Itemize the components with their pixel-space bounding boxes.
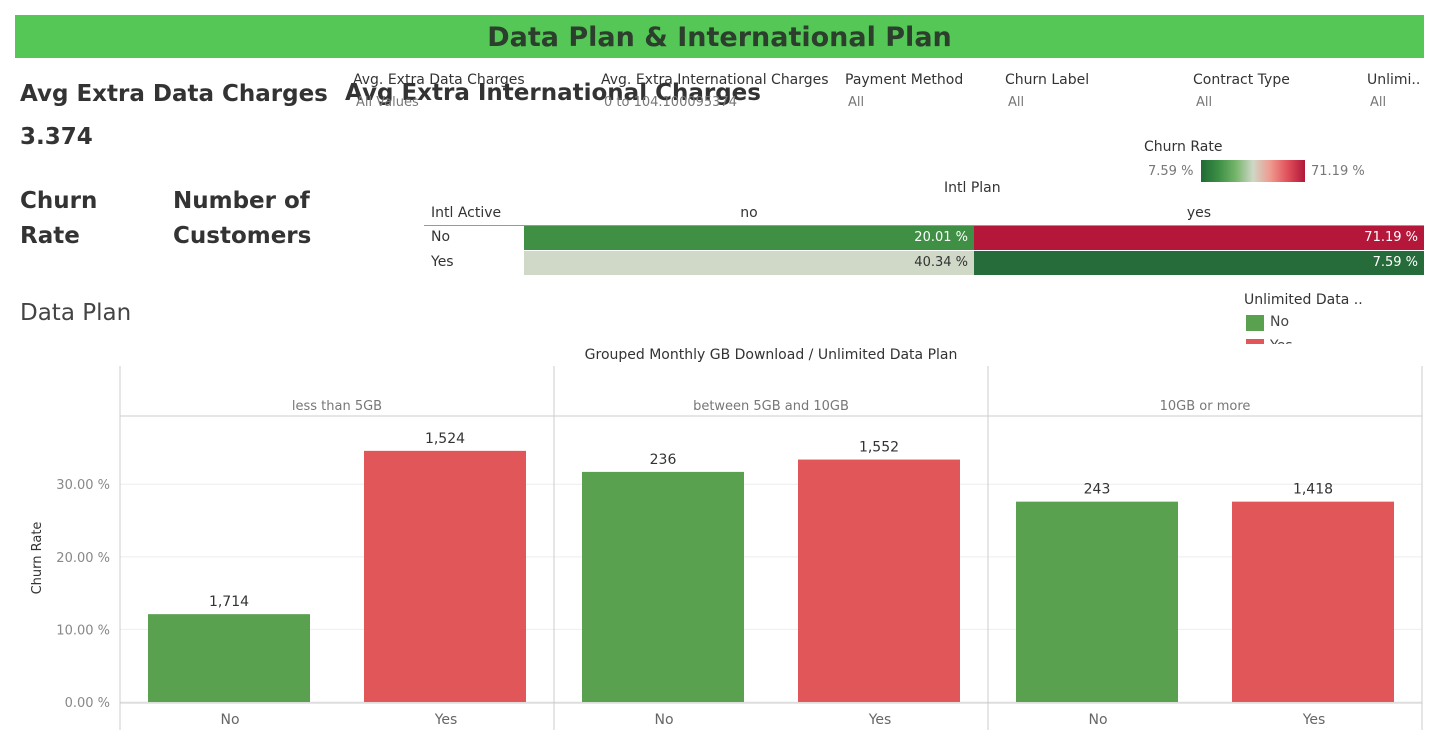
column-header: no <box>740 205 758 221</box>
bar <box>798 459 960 702</box>
row-label: Yes <box>431 254 454 270</box>
bar-label: 1,418 <box>1293 482 1333 498</box>
chart-title: Grouped Monthly GB Download / Unlimited … <box>585 347 958 363</box>
table-cell: 20.01 % <box>524 226 974 250</box>
column-header: yes <box>1186 205 1212 221</box>
bar <box>582 471 744 702</box>
filter-label: Unlimi.. <box>1367 72 1421 88</box>
x-tick-label: No <box>1088 712 1107 728</box>
bar-label: 243 <box>1084 482 1111 498</box>
panel-label: 10GB or more <box>1160 399 1251 414</box>
bar <box>1232 501 1394 702</box>
legend-swatch <box>1246 315 1264 331</box>
kpi-label: Churn Rate <box>20 188 98 249</box>
filter-value: 0 to 104.100095374 <box>604 95 737 110</box>
filter-label: Payment Method <box>845 72 964 88</box>
kpi-value: 3.374 <box>20 124 93 150</box>
y-tick-label: 30.00 % <box>56 478 110 493</box>
filter-value: All <box>848 95 865 110</box>
bar-label: 1,714 <box>209 594 249 610</box>
kpi-label: Avg Extra Data Charges <box>20 81 328 107</box>
x-tick-label: No <box>220 712 239 728</box>
table-cell: 71.19 % <box>974 226 1424 250</box>
x-tick-label: No <box>654 712 673 728</box>
filter-value: All <box>1370 95 1387 110</box>
header-title: Data Plan & International Plan <box>15 15 1424 58</box>
bar-label: 1,524 <box>425 431 465 447</box>
section-title: Data Plan <box>20 300 132 326</box>
filter-label: Contract Type <box>1193 72 1290 88</box>
legend-label: No <box>1270 314 1290 330</box>
filter-value: All <box>1196 95 1213 110</box>
bar <box>1016 501 1178 702</box>
x-tick-label: Yes <box>434 712 458 728</box>
bar-label: 1,552 <box>859 440 899 456</box>
table-cell: 40.34 % <box>524 251 974 275</box>
table-cell: 7.59 % <box>974 251 1424 275</box>
legend-label: Yes <box>1270 338 1293 344</box>
panel-label: less than 5GB <box>292 399 382 414</box>
legend-max: 71.19 % <box>1311 164 1365 179</box>
table-line <box>424 225 1424 226</box>
legend-min: 7.59 % <box>1148 164 1194 179</box>
kpi-label: Avg Extra International Charges <box>345 80 761 106</box>
x-tick-label: Yes <box>868 712 892 728</box>
y-tick-label: 0.00 % <box>65 696 110 711</box>
filter-value: All <box>1008 95 1025 110</box>
kpi-label: Number of Customers <box>173 188 312 249</box>
bar <box>364 450 526 702</box>
x-tick-label: Yes <box>1302 712 1326 728</box>
filter-value: All Values <box>356 95 419 110</box>
legend-ramp <box>1201 160 1305 182</box>
legend: No Yes <box>1246 312 1346 344</box>
row-header: Intl Active <box>431 205 502 221</box>
table-title: Intl Plan <box>944 180 1001 196</box>
legend-title: Unlimited Data .. <box>1244 292 1363 308</box>
bar <box>148 614 310 702</box>
filter-label: Churn Label <box>1005 72 1090 88</box>
y-axis-title: Churn Rate <box>30 522 45 595</box>
filter-label: Avg. Extra International Charges <box>601 72 829 88</box>
y-tick-label: 20.00 % <box>56 551 110 566</box>
filter-label: Avg. Extra Data Charges <box>353 72 525 88</box>
legend-title: Churn Rate <box>1144 139 1223 155</box>
y-tick-label: 10.00 % <box>56 623 110 638</box>
legend-swatch <box>1246 339 1264 344</box>
bar-label: 236 <box>650 452 677 468</box>
row-label: No <box>431 229 451 245</box>
panel-label: between 5GB and 10GB <box>693 399 849 414</box>
